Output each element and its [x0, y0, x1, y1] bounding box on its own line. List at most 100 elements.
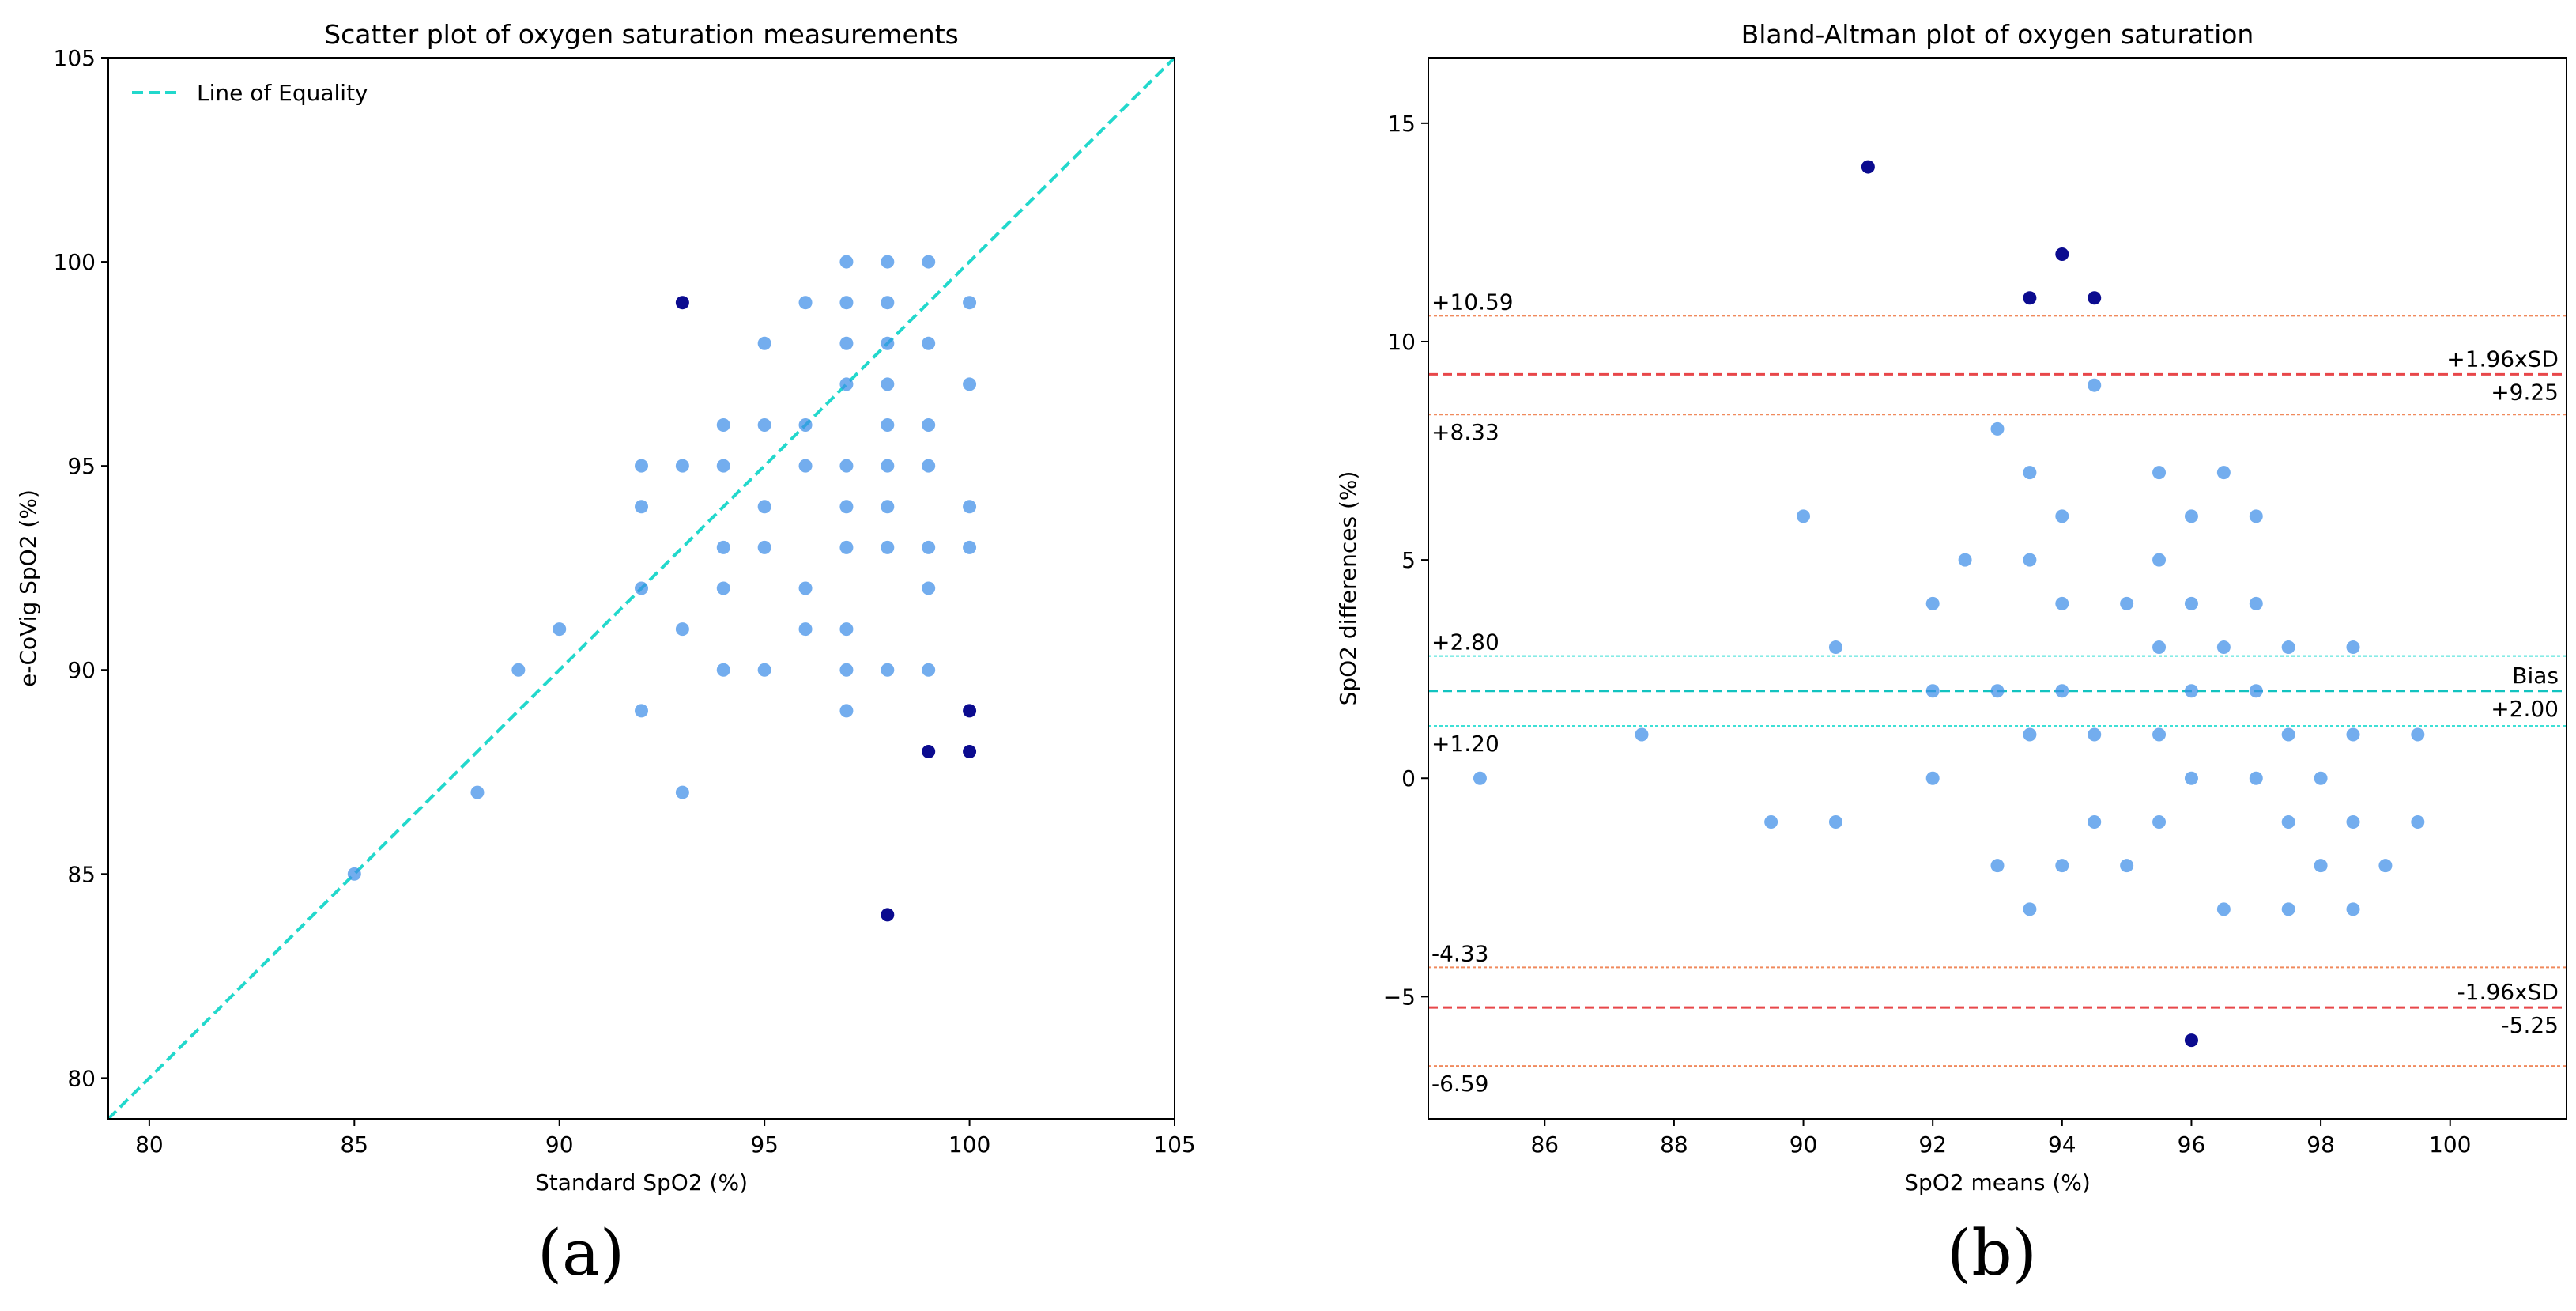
a-data-point	[922, 336, 936, 350]
b-ci-label: +1.20	[1431, 731, 1499, 757]
b-data-point	[2216, 902, 2231, 916]
b-plot-frame	[1428, 57, 2567, 1120]
b-outlier-point	[1861, 160, 1875, 174]
b-title: Bland-Altman plot of oxygen saturation	[1741, 19, 2254, 50]
b-data-point	[1473, 771, 1487, 785]
b-line-name: +1.96xSD	[2446, 346, 2559, 372]
b-x-tick-label: 86	[1530, 1132, 1559, 1158]
b-data-point	[2088, 814, 2102, 829]
b-ci-label: +2.80	[1431, 629, 1499, 656]
b-data-point	[1990, 421, 2005, 436]
b-data-point	[2152, 553, 2167, 567]
b-y-tick-label: 15	[1387, 111, 1416, 137]
b-outlier-point	[2184, 1033, 2198, 1048]
b-x-tick-label: 90	[1790, 1132, 1818, 1158]
b-data-point	[2314, 771, 2328, 785]
b-data-point	[2120, 596, 2134, 610]
b-data-point	[2055, 596, 2069, 610]
b-data-point	[2249, 596, 2263, 610]
b-data-point	[2152, 466, 2167, 480]
a-data-point	[963, 377, 977, 391]
a-outlier-point	[675, 296, 689, 310]
b-outlier-point	[2088, 291, 2102, 305]
a-data-point	[881, 663, 895, 677]
panel-a-scatter: Scatter plot of oxygen saturation measur…	[15, 19, 1196, 1196]
b-data-point	[2055, 684, 2069, 698]
a-data-point	[757, 418, 771, 433]
a-data-point	[757, 336, 771, 350]
b-data-point	[2281, 727, 2295, 742]
a-x-tick-label: 95	[750, 1132, 779, 1158]
b-y-tick-label: 5	[1401, 547, 1416, 573]
b-data-point	[2411, 814, 2425, 829]
a-data-point	[963, 500, 977, 514]
b-data-point	[2411, 727, 2425, 742]
b-data-point	[2184, 596, 2198, 610]
a-data-point	[675, 622, 689, 637]
b-data-point	[2184, 509, 2198, 523]
b-data-point	[2184, 684, 2198, 698]
a-data-point	[963, 296, 977, 310]
b-y-tick-label: 10	[1387, 329, 1416, 355]
a-y-tick-label: 90	[67, 657, 96, 683]
a-outlier-point	[922, 744, 936, 758]
b-y-axis-label: SpO2 differences (%)	[1335, 471, 1361, 706]
a-data-point	[716, 663, 730, 677]
b-data-point	[2281, 814, 2295, 829]
b-data-point	[2120, 859, 2134, 873]
b-data-point	[2152, 640, 2167, 655]
b-data-point	[1990, 684, 2005, 698]
a-data-point	[798, 622, 813, 637]
a-y-tick-label: 85	[67, 861, 96, 887]
a-data-point	[839, 459, 854, 473]
a-outlier-point	[881, 908, 895, 922]
b-data-point	[2055, 509, 2069, 523]
b-x-tick-label: 96	[2178, 1132, 2206, 1158]
a-data-point	[881, 540, 895, 554]
b-data-point	[2152, 814, 2167, 829]
a-y-tick-label: 95	[67, 453, 96, 479]
a-data-point	[881, 255, 895, 269]
a-data-point	[881, 377, 895, 391]
a-data-point	[757, 540, 771, 554]
b-data-point	[2281, 640, 2295, 655]
a-data-point	[922, 459, 936, 473]
a-data-point	[839, 336, 854, 350]
a-title: Scatter plot of oxygen saturation measur…	[324, 19, 959, 50]
a-data-point	[922, 581, 936, 595]
a-data-point	[881, 296, 895, 310]
b-data-point	[2281, 902, 2295, 916]
b-x-tick-label: 92	[1918, 1132, 1947, 1158]
b-data-point	[1635, 727, 1649, 742]
a-data-point	[470, 785, 485, 799]
a-data-point	[675, 459, 689, 473]
a-data-point	[839, 500, 854, 514]
a-data-point	[347, 867, 361, 881]
a-data-point	[839, 255, 854, 269]
a-data-point	[881, 459, 895, 473]
a-data-point	[881, 500, 895, 514]
a-data-point	[635, 581, 648, 595]
b-line-name: Bias	[2512, 663, 2559, 689]
b-data-point	[2249, 771, 2263, 785]
b-data-point	[1828, 814, 1842, 829]
b-data-point	[2088, 378, 2102, 392]
a-data-point	[839, 377, 854, 391]
b-ci-label: +10.59	[1431, 289, 1514, 315]
b-line-value: +9.25	[2491, 379, 2559, 405]
a-data-point	[922, 255, 936, 269]
a-data-point	[635, 704, 648, 718]
a-data-point	[881, 336, 895, 350]
b-data-point	[2023, 466, 2037, 480]
b-ci-label: -6.59	[1431, 1071, 1488, 1097]
a-data-point	[635, 500, 648, 514]
panel-b-bland-altman: Bland-Altman plot of oxygen saturation 86…	[1335, 19, 2567, 1196]
a-data-point	[511, 663, 526, 677]
b-data-point	[1925, 684, 1940, 698]
b-line-name: -1.96xSD	[2457, 979, 2559, 1005]
a-data-point	[922, 540, 936, 554]
a-y-axis-label: e-CoVig SpO2 (%)	[15, 489, 41, 687]
b-data-point	[1764, 814, 1778, 829]
b-data-point	[1925, 771, 1940, 785]
a-data-point	[922, 418, 936, 433]
